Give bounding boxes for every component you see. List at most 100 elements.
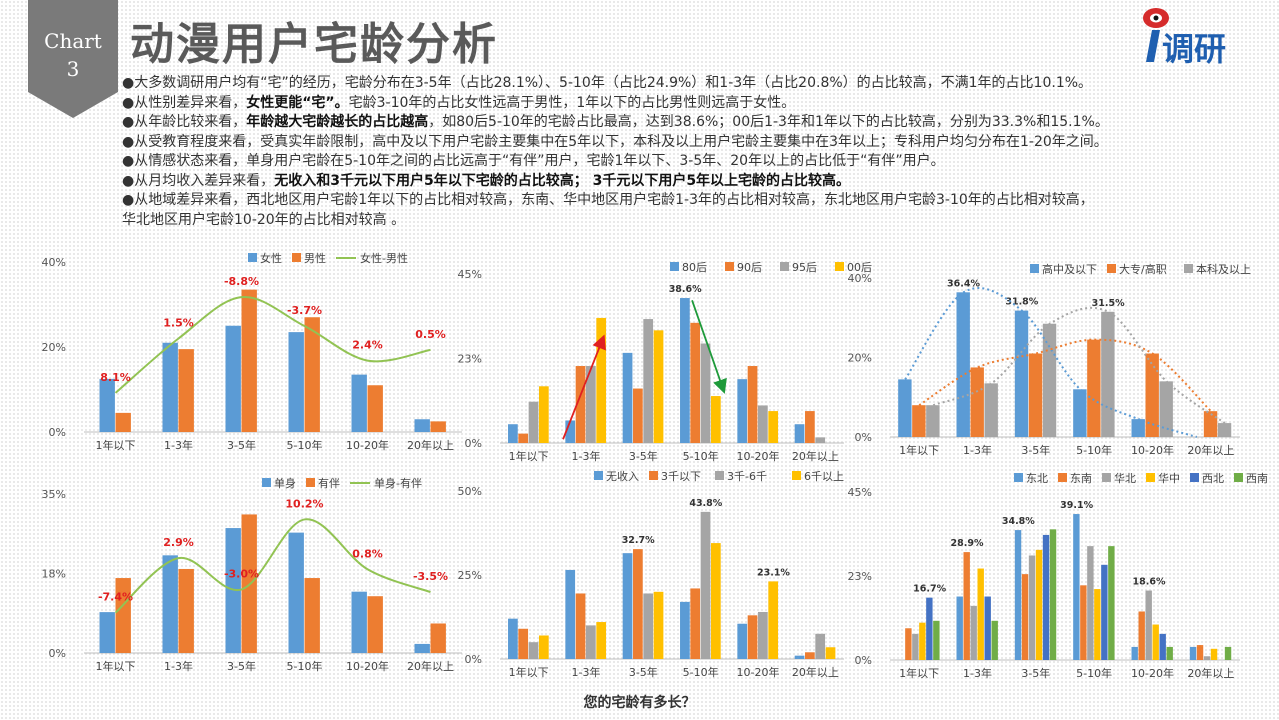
- bar: [737, 379, 748, 443]
- bar: [1166, 646, 1173, 660]
- chart-education: 0% 20% 40% 1年以下 1-3年 3-5年 5-10年 10-20年 20年以上 36.4…: [848, 262, 1251, 457]
- x-tick-label: 20年以上: [1187, 443, 1234, 457]
- legend-label: 女性-男性: [360, 251, 408, 265]
- chart-relationship: 0% 18% 35% 1年以下 1-3年 3-5年 5-10年 10-20年 20年以上 单身 有伴…: [42, 476, 462, 673]
- bar: [747, 615, 758, 659]
- data-label: 38.6%: [669, 284, 702, 295]
- legend-label: 6千以上: [804, 470, 844, 483]
- bullet-line: ●从年龄比较来看，年龄越大宅龄越长的占比越高，如80后5-10年的宅龄占比最高，…: [122, 113, 1272, 133]
- legend-swatch: [1014, 473, 1023, 482]
- bar: [747, 366, 758, 443]
- bar: [288, 332, 304, 432]
- bar: [622, 553, 633, 659]
- bar: [963, 552, 970, 660]
- diff-label: -3.0%: [224, 567, 259, 580]
- bar: [1101, 311, 1115, 437]
- bullet-text: ●从地域差异来看，西北地区用户宅龄1年以下的占比相对较高，东南、华中地区用户宅龄…: [122, 192, 1094, 208]
- x-tick-label: 20年以上: [792, 665, 839, 679]
- bar: [178, 349, 194, 432]
- bullet-line: 华北地区用户宅龄10-20年的占比相对较高 。: [122, 211, 1272, 231]
- badge-line-1: Chart: [44, 29, 102, 53]
- y-tick-label: 0%: [49, 647, 66, 660]
- bar: [528, 642, 539, 659]
- bar: [633, 388, 643, 443]
- legend-swatch: [1234, 473, 1243, 482]
- legend-swatch: [1107, 264, 1116, 273]
- bar: [1196, 645, 1204, 660]
- x-tick-label: 20年以上: [792, 449, 839, 463]
- chart-region: 0% 23% 45% 1年以下 1-3年 3-5年 5-10年 10-20年 20年以上 16.7…: [848, 471, 1268, 680]
- bar: [815, 437, 826, 443]
- bullet-emphasis: 无收入和3千元以下用户5年以下宅龄的占比较高； 3千元以下用户5年以上宅龄的占比…: [274, 172, 851, 189]
- y-tick-label: 0%: [855, 431, 872, 444]
- legend-label: 无收入: [606, 469, 639, 483]
- x-tick-label: 3-5年: [1021, 443, 1050, 457]
- bar: [1087, 546, 1094, 660]
- bar: [905, 628, 912, 660]
- legend-swatch: [1146, 473, 1155, 482]
- y-tick-label: 0%: [465, 653, 482, 666]
- diff-label: -3.5%: [413, 570, 448, 583]
- x-tick-label: 3-5年: [629, 665, 658, 679]
- diff-label: 1.5%: [163, 317, 194, 330]
- bar: [351, 591, 367, 653]
- diff-label: 0.8%: [352, 547, 383, 560]
- y-tick-label: 0%: [465, 437, 482, 450]
- bar: [1080, 585, 1087, 660]
- bar: [518, 433, 529, 443]
- legend-swatch: [670, 262, 679, 271]
- bar: [970, 605, 977, 660]
- bar: [1073, 514, 1080, 660]
- bar: [970, 367, 984, 437]
- y-tick-label: 0%: [49, 426, 66, 439]
- x-tick-label: 20年以上: [1187, 666, 1234, 680]
- x-tick-label: 1-3年: [164, 659, 193, 673]
- bar: [586, 625, 596, 659]
- bar: [1189, 646, 1197, 660]
- bar: [1073, 389, 1087, 437]
- badge-line-2: 3: [66, 57, 80, 81]
- legend-swatch: [594, 471, 603, 480]
- bar: [653, 330, 664, 443]
- data-label: 28.9%: [951, 538, 984, 549]
- x-tick-label: 1年以下: [96, 438, 136, 452]
- bar: [596, 317, 607, 443]
- bar: [367, 596, 383, 653]
- x-tick-label: 1年以下: [509, 449, 549, 463]
- x-tick-label: 3-5年: [227, 438, 256, 452]
- bar: [700, 343, 711, 443]
- x-tick-label: 5-10年: [287, 438, 323, 452]
- bar: [508, 618, 518, 659]
- y-tick-label: 0%: [855, 654, 872, 667]
- data-label: 31.5%: [1092, 298, 1125, 309]
- x-tick-label: 1-3年: [963, 666, 992, 680]
- x-tick-label: 1年以下: [96, 659, 136, 673]
- bullet-line: ●从月均收入差异来看，无收入和3千元以下用户5年以下宅龄的占比较高； 3千元以下…: [122, 172, 1272, 192]
- bar: [1159, 381, 1173, 437]
- y-tick-label: 40%: [848, 272, 872, 285]
- trend-curve: [932, 306, 1226, 424]
- bar: [710, 543, 721, 659]
- legend-label: 华中: [1158, 471, 1180, 485]
- legend-swatch: [248, 253, 257, 262]
- legend-label: 90后: [737, 261, 762, 274]
- data-label: 36.4%: [947, 278, 980, 289]
- x-tick-label: 10-20年: [1131, 666, 1174, 680]
- bar: [351, 374, 367, 432]
- bar: [653, 591, 664, 659]
- bar: [508, 424, 518, 443]
- bar: [178, 568, 194, 653]
- bar: [596, 622, 607, 659]
- bar: [1014, 310, 1029, 437]
- bar: [1021, 574, 1029, 660]
- bullet-text: ●从情感状态来看，单身用户宅龄在5-10年之间的占比远高于“有伴”用户，宅龄1年…: [122, 153, 945, 169]
- chart-gender: 0% 20% 40% 1年以下 1-3年 3-5年 5-10年 10-20年 20年以上 女性 男性…: [42, 251, 462, 452]
- bullet-line: ●从受教育程度来看，受真实年龄限制，高中及以下用户宅龄主要集中在5年以下，本科及…: [122, 133, 1272, 153]
- bar: [825, 647, 836, 659]
- chart-question-label: 您的宅龄有多长？: [583, 695, 696, 711]
- bar: [1042, 323, 1057, 437]
- bar: [1131, 646, 1138, 660]
- chart-age: 0% 23% 45% 1年以下 1-3年 3-5年 5-10年 10-20年 20年以上 38.6…: [458, 261, 872, 463]
- x-tick-label: 10-20年: [737, 449, 780, 463]
- x-tick-label: 1-3年: [572, 665, 601, 679]
